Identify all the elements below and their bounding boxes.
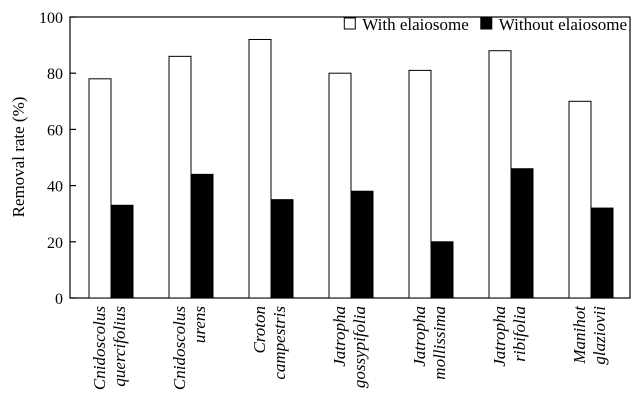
bar-without-elaiosome-4 — [350, 190, 374, 299]
bars — [88, 38, 614, 299]
bar-without-elaiosome-5 — [430, 241, 454, 299]
legend-swatch-with-elaiosome — [343, 17, 356, 30]
bar-without-elaiosome-2 — [190, 173, 214, 299]
x-category-label: campestris — [270, 306, 289, 380]
x-category-label: Jatropha — [330, 306, 349, 367]
bar-with-elaiosome-4 — [328, 72, 352, 299]
bar-without-elaiosome-6 — [510, 168, 534, 299]
y-tick-label: 100 — [39, 10, 63, 27]
bar-with-elaiosome-1 — [88, 78, 112, 299]
x-category-label: Jatropha — [490, 306, 509, 367]
x-category-label: urens — [190, 306, 209, 344]
y-tick-label: 60 — [47, 122, 63, 139]
x-category-label: Manihot — [570, 305, 589, 365]
legend-label-without-elaiosome: Without elaiosome — [499, 15, 627, 34]
bar-without-elaiosome-7 — [590, 207, 614, 299]
y-tick-label: 40 — [47, 179, 63, 196]
x-axis-labels: Cnidoscolus quercifolius Cnidoscolus urens C… — [90, 305, 609, 390]
y-tick-label: 80 — [47, 66, 63, 83]
bar-without-elaiosome-1 — [110, 204, 134, 299]
bar-without-elaiosome-3 — [270, 199, 294, 299]
x-category-label: quercifolius — [110, 306, 129, 387]
legend-label-with-elaiosome: With elaiosome — [362, 15, 468, 34]
x-category-label: Cnidoscolus — [170, 306, 189, 390]
bar-with-elaiosome-2 — [168, 55, 192, 299]
x-category-label: Cnidoscolus — [90, 306, 109, 390]
x-category-label: mollissima — [430, 306, 449, 380]
y-axis-title: Removal rate (%) — [9, 97, 28, 218]
y-axis: 0 20 40 60 80 100 — [39, 10, 76, 308]
x-category-label: Croton — [250, 306, 269, 354]
bar-with-elaiosome-5 — [408, 69, 432, 299]
x-category-label: ribifolia — [510, 306, 529, 362]
bar-with-elaiosome-6 — [488, 50, 512, 299]
y-tick-label: 20 — [47, 235, 63, 252]
x-category-label: glaziovii — [590, 306, 609, 365]
x-category-label: Jatropha — [410, 306, 429, 367]
y-tick-label: 0 — [55, 291, 63, 308]
legend: With elaiosome Without elaiosome — [343, 15, 627, 34]
legend-swatch-without-elaiosome — [480, 17, 493, 30]
bar-with-elaiosome-3 — [248, 38, 272, 299]
x-category-label: gossypifolia — [350, 306, 369, 388]
bar-with-elaiosome-7 — [568, 100, 592, 299]
